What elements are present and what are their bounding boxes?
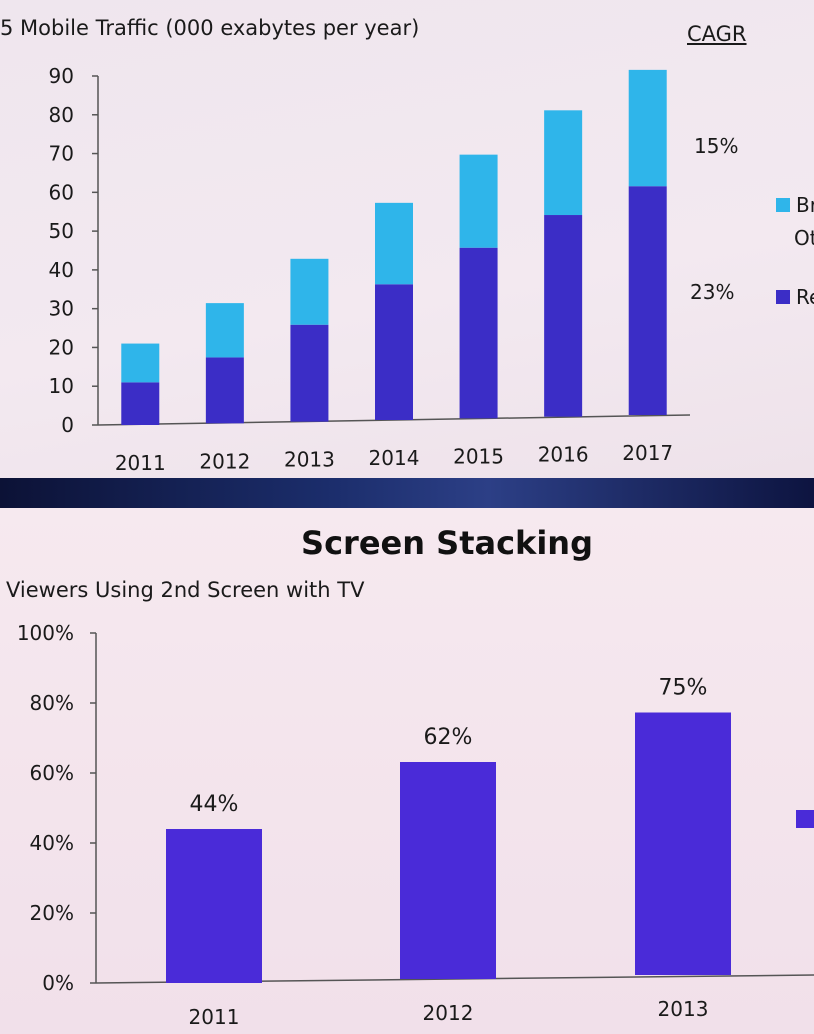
top-x-tick-label: 2012 (199, 449, 250, 473)
top-chart-title: 5 Mobile Traffic (000 exabytes per year) (0, 16, 420, 40)
bottom-x-tick-label: 2012 (423, 1001, 474, 1025)
legend-label-broadband-1: Br (796, 193, 814, 217)
top-x-tick-label: 2013 (284, 448, 335, 472)
legend-item-re: Re (776, 285, 814, 309)
bottom-y-tick-label: 0% (42, 971, 74, 995)
top-bar-re-2016 (544, 215, 583, 417)
bottom-data-label: 44% (190, 792, 239, 817)
cagr-heading: CAGR (687, 22, 747, 46)
top-y-tick-label: 50 (49, 219, 74, 243)
bottom-x-tick-label: 2013 (658, 997, 709, 1021)
legend-label-broadband-2: Ot (794, 226, 814, 250)
legend-swatch-re (776, 290, 790, 304)
top-bar-re-2015 (459, 247, 498, 419)
cagr-value-bottom: 23% (690, 280, 735, 304)
bottom-data-label: 62% (424, 725, 473, 750)
bottom-bar-2013 (635, 712, 731, 975)
bottom-bar-2012 (400, 762, 496, 979)
divider-band (0, 478, 814, 508)
top-y-tick-label: 0 (61, 413, 74, 437)
section-heading: Screen Stacking (301, 524, 593, 562)
legend-item-broadband-line2: Ot (794, 226, 814, 250)
top-x-tick-label: 2017 (622, 441, 673, 465)
top-y-tick-label: 40 (49, 258, 74, 282)
top-y-tick-label: 30 (49, 297, 74, 321)
top-bar-re-2011 (121, 382, 160, 425)
bottom-data-label: 75% (659, 676, 708, 701)
top-bar-br-2015 (459, 154, 498, 248)
bottom-y-tick-label: 100% (17, 621, 74, 645)
bottom-x-tick-label: 2011 (189, 1005, 240, 1029)
top-y-tick-label: 90 (49, 64, 74, 88)
top-x-tick-label: 2014 (369, 446, 420, 470)
bottom-y-tick-label: 20% (30, 901, 74, 925)
legend-label-re: Re (796, 285, 814, 309)
bottom-y-tick-label: 60% (30, 761, 74, 785)
top-bar-re-2017 (628, 186, 667, 415)
bottom-bar-2011 (166, 829, 262, 983)
legend-item-broadband: Br (776, 193, 814, 217)
top-x-tick-label: 2016 (538, 443, 589, 467)
top-y-tick-label: 10 (49, 374, 74, 398)
bottom-chart-title: Viewers Using 2nd Screen with TV (6, 578, 365, 602)
bottom-legend-swatch (796, 810, 814, 828)
top-bar-br-2012 (205, 303, 244, 358)
top-bar-br-2016 (544, 110, 583, 216)
top-y-tick-label: 70 (49, 142, 74, 166)
cagr-value-top: 15% (694, 134, 739, 158)
bottom-y-tick-label: 40% (30, 831, 74, 855)
legend-swatch-broadband (776, 198, 790, 212)
top-bar-re-2013 (290, 324, 329, 422)
top-y-tick-label: 20 (49, 335, 74, 359)
top-chart: 0 10 20 30 40 50 60 70 80 90 2011 2012 2013 2014 2015 2… (49, 64, 691, 475)
top-y-tick-label: 60 (49, 180, 74, 204)
top-bar-br-2011 (121, 343, 160, 383)
top-bar-re-2012 (205, 357, 244, 424)
top-bar-re-2014 (375, 284, 413, 420)
top-bar-br-2017 (628, 69, 667, 187)
top-bar-br-2013 (290, 258, 329, 325)
top-x-tick-label: 2015 (453, 444, 504, 468)
top-y-tick-label: 80 (49, 103, 74, 127)
top-bar-br-2014 (375, 202, 413, 285)
bottom-y-tick-label: 80% (30, 691, 74, 715)
top-x-tick-label: 2011 (115, 451, 166, 475)
